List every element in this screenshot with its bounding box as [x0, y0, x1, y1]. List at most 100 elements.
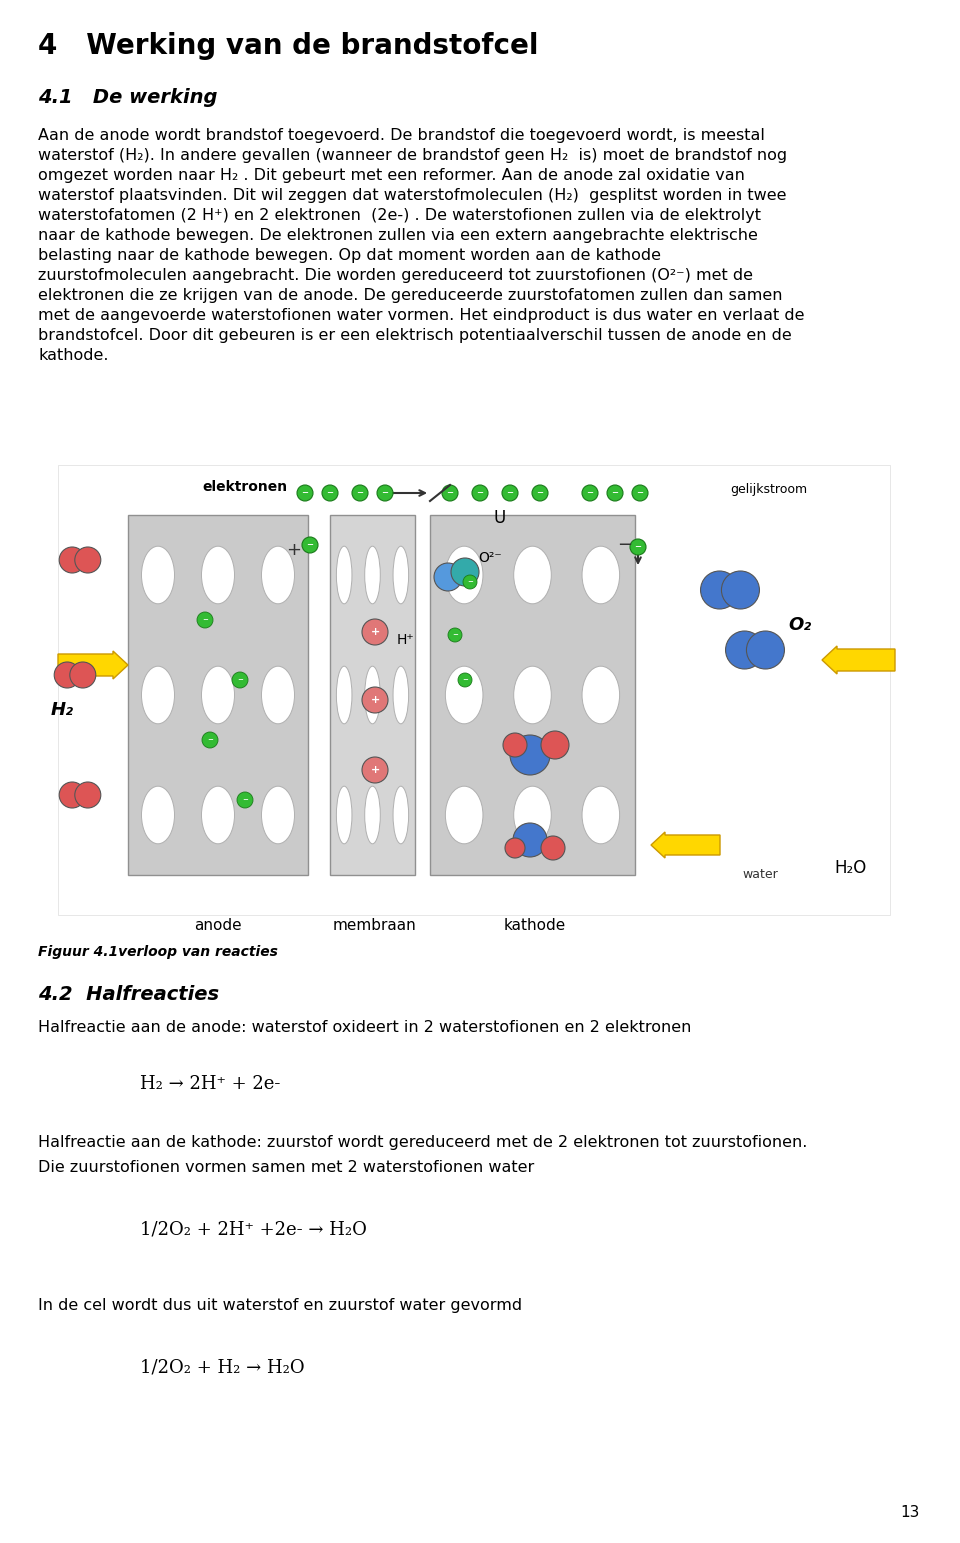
Circle shape: [434, 563, 462, 591]
FancyArrow shape: [822, 647, 895, 674]
Text: kathode: kathode: [504, 918, 566, 934]
Text: gelijkstroom: gelijkstroom: [730, 483, 807, 497]
Circle shape: [747, 631, 784, 670]
Text: −: −: [507, 489, 514, 497]
Ellipse shape: [202, 546, 234, 603]
Circle shape: [202, 731, 218, 748]
Circle shape: [362, 687, 388, 713]
Text: −: −: [452, 633, 458, 637]
Text: 4.2  Halfreacties: 4.2 Halfreacties: [38, 984, 219, 1004]
Circle shape: [75, 548, 101, 572]
Bar: [128, 515, 308, 875]
FancyArrow shape: [651, 832, 720, 858]
Circle shape: [362, 619, 388, 645]
Text: −: −: [306, 540, 314, 549]
Ellipse shape: [141, 667, 175, 724]
Ellipse shape: [336, 787, 352, 844]
Text: −: −: [237, 677, 243, 684]
Ellipse shape: [393, 667, 409, 724]
Circle shape: [448, 628, 462, 642]
Text: −: −: [356, 489, 364, 497]
Ellipse shape: [261, 546, 295, 603]
Circle shape: [377, 485, 393, 501]
Circle shape: [472, 485, 488, 501]
Text: −: −: [446, 489, 453, 497]
Text: −: −: [468, 579, 473, 585]
Circle shape: [502, 485, 518, 501]
FancyArrow shape: [58, 651, 128, 679]
Ellipse shape: [336, 546, 352, 603]
Text: −: −: [537, 489, 543, 497]
Bar: [430, 515, 635, 875]
Circle shape: [505, 838, 525, 858]
Text: Die zuurstofionen vormen samen met 2 waterstofionen water: Die zuurstofionen vormen samen met 2 wat…: [38, 1160, 535, 1176]
Text: anode: anode: [194, 918, 242, 934]
Text: 1/2O₂ + 2H⁺ +2e- → H₂O: 1/2O₂ + 2H⁺ +2e- → H₂O: [140, 1221, 367, 1237]
Ellipse shape: [141, 546, 175, 603]
Circle shape: [75, 782, 101, 809]
Ellipse shape: [393, 546, 409, 603]
Circle shape: [726, 631, 763, 670]
Text: −: −: [202, 617, 208, 623]
Ellipse shape: [202, 787, 234, 844]
Circle shape: [701, 571, 738, 609]
Text: 4.1   De werking: 4.1 De werking: [38, 88, 218, 106]
Circle shape: [513, 822, 547, 856]
Circle shape: [607, 485, 623, 501]
Text: −: −: [301, 489, 308, 497]
Circle shape: [541, 731, 569, 759]
Text: Halfreactie aan de anode: waterstof oxideert in 2 waterstofionen en 2 elektronen: Halfreactie aan de anode: waterstof oxid…: [38, 1020, 691, 1035]
Ellipse shape: [445, 546, 483, 603]
Text: membraan: membraan: [333, 918, 417, 934]
Ellipse shape: [582, 667, 619, 724]
Text: elektronen: elektronen: [203, 480, 288, 494]
Ellipse shape: [582, 787, 619, 844]
Circle shape: [503, 733, 527, 758]
Ellipse shape: [445, 667, 483, 724]
Circle shape: [451, 559, 479, 586]
Circle shape: [582, 485, 598, 501]
Text: −: −: [612, 489, 618, 497]
Ellipse shape: [514, 787, 551, 844]
Text: H₂: H₂: [51, 701, 74, 719]
Circle shape: [352, 485, 368, 501]
Text: H₂O: H₂O: [834, 859, 866, 876]
Text: −: −: [635, 543, 641, 551]
Text: H₂ → 2H⁺ + 2e-: H₂ → 2H⁺ + 2e-: [140, 1075, 280, 1092]
Circle shape: [237, 792, 253, 809]
Ellipse shape: [514, 667, 551, 724]
Ellipse shape: [365, 667, 380, 724]
Ellipse shape: [261, 787, 295, 844]
Text: Aan de anode wordt brandstof toegevoerd. De brandstof die toegevoerd wordt, is m: Aan de anode wordt brandstof toegevoerd.…: [38, 128, 804, 364]
Text: 4   Werking van de brandstofcel: 4 Werking van de brandstofcel: [38, 32, 539, 60]
Circle shape: [510, 734, 550, 775]
Text: +: +: [371, 694, 379, 705]
Text: U: U: [493, 509, 506, 528]
Ellipse shape: [365, 787, 380, 844]
Text: O₂: O₂: [788, 616, 811, 634]
Text: −: −: [242, 798, 248, 802]
Circle shape: [630, 539, 646, 555]
Circle shape: [541, 836, 565, 859]
Circle shape: [302, 537, 318, 552]
Text: 13: 13: [900, 1504, 920, 1520]
Circle shape: [442, 485, 458, 501]
Text: O²⁻: O²⁻: [478, 551, 502, 565]
Circle shape: [458, 673, 472, 687]
Text: water: water: [742, 869, 778, 881]
Text: +: +: [371, 626, 379, 637]
Ellipse shape: [141, 787, 175, 844]
Ellipse shape: [202, 667, 234, 724]
Text: In de cel wordt dus uit waterstof en zuurstof water gevormd: In de cel wordt dus uit waterstof en zuu…: [38, 1298, 522, 1313]
Ellipse shape: [336, 667, 352, 724]
Circle shape: [60, 548, 85, 572]
Text: −: −: [381, 489, 389, 497]
Text: Halfreactie aan de kathode: zuurstof wordt gereduceerd met de 2 elektronen tot z: Halfreactie aan de kathode: zuurstof wor…: [38, 1136, 807, 1150]
Ellipse shape: [261, 667, 295, 724]
Ellipse shape: [445, 787, 483, 844]
Circle shape: [463, 576, 477, 589]
Circle shape: [197, 613, 213, 628]
Text: +: +: [371, 765, 379, 775]
Circle shape: [532, 485, 548, 501]
Circle shape: [60, 782, 85, 809]
